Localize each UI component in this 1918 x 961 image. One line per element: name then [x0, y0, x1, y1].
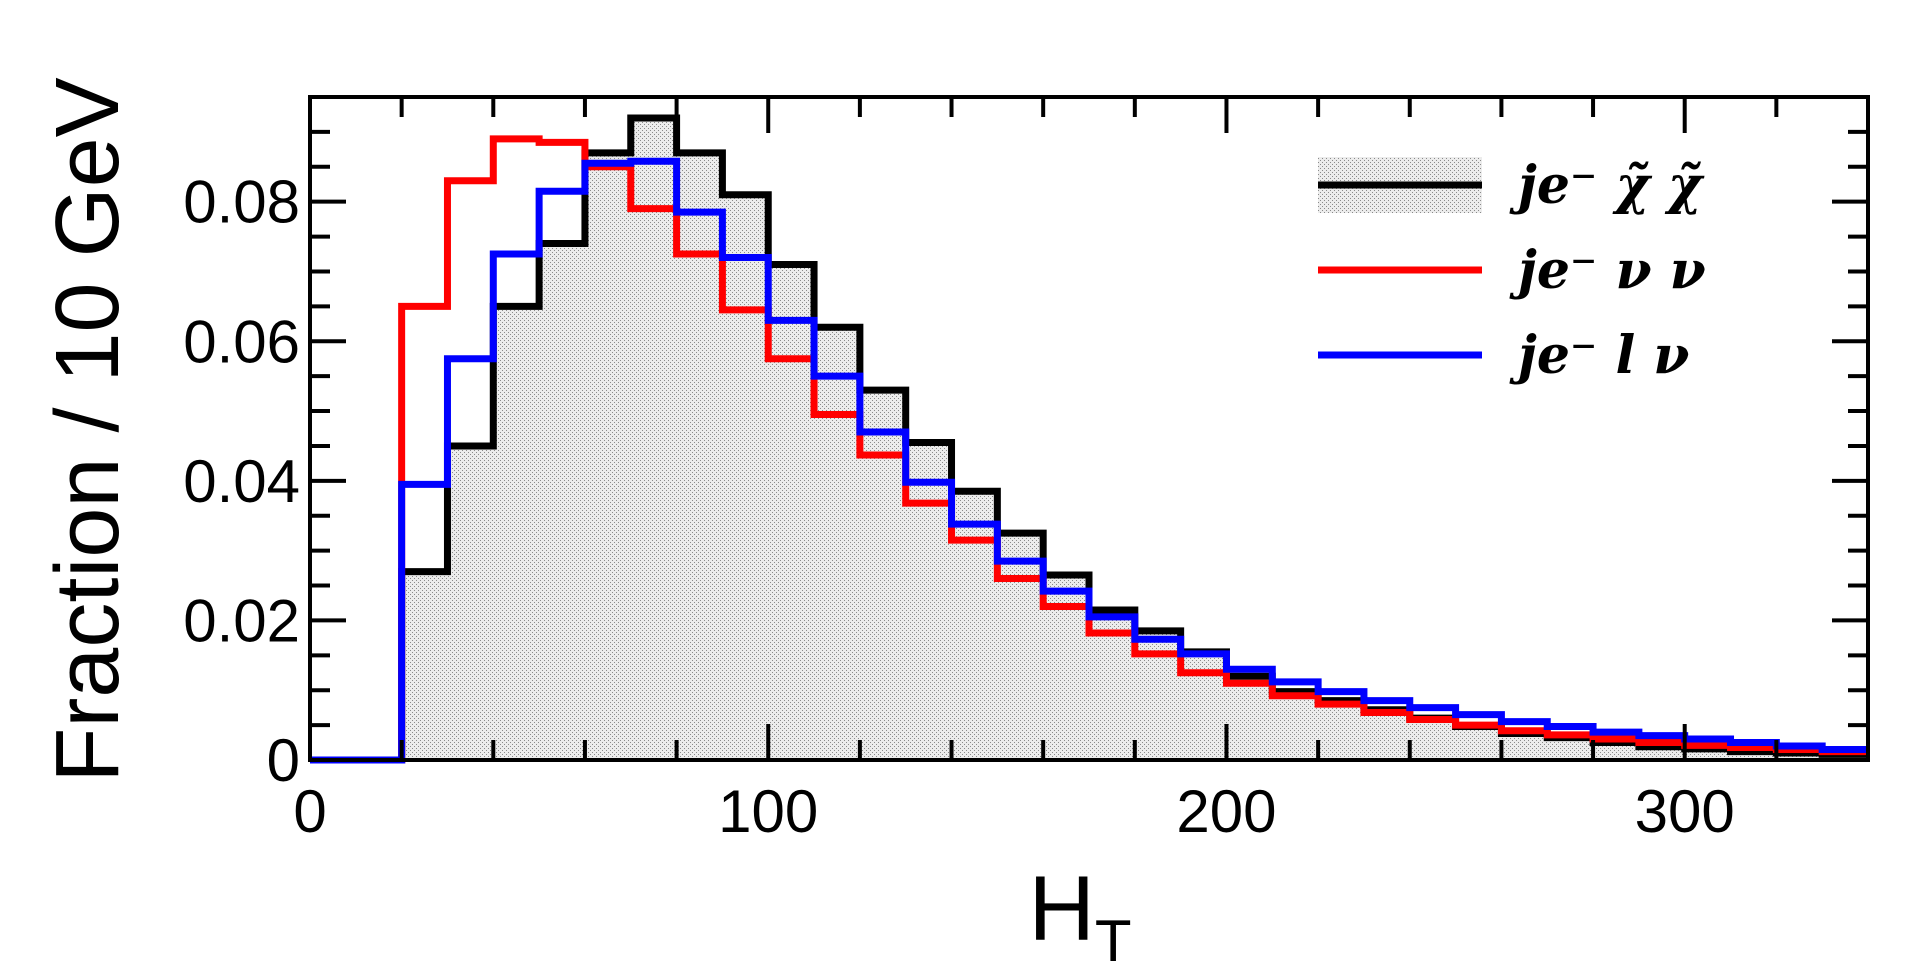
series-0-fill: [310, 117, 1868, 760]
x-tick-label: 0: [293, 778, 326, 845]
x-tick-label: 100: [718, 778, 818, 845]
legend-label: je⁻ χ̃ χ̃: [1509, 155, 1705, 216]
y-tick-label: 0.02: [183, 587, 300, 654]
y-tick-label: 0.04: [183, 448, 300, 515]
series-2-line: [310, 157, 1868, 764]
legend-label: je⁻ ν ν: [1509, 240, 1706, 301]
x-tick-label: 200: [1176, 778, 1276, 845]
plot-frame: [308, 95, 1870, 762]
y-tick-label: 0.06: [183, 308, 300, 375]
x-axis-title: HT: [1028, 858, 1131, 961]
y-axis-title: Fraction / 10 GeV: [38, 77, 138, 782]
x-tick-label: 300: [1635, 778, 1735, 845]
legend-label: je⁻ l ν: [1509, 325, 1689, 386]
y-tick-label: 0.08: [183, 169, 300, 236]
y-tick-label: 0: [267, 727, 300, 794]
